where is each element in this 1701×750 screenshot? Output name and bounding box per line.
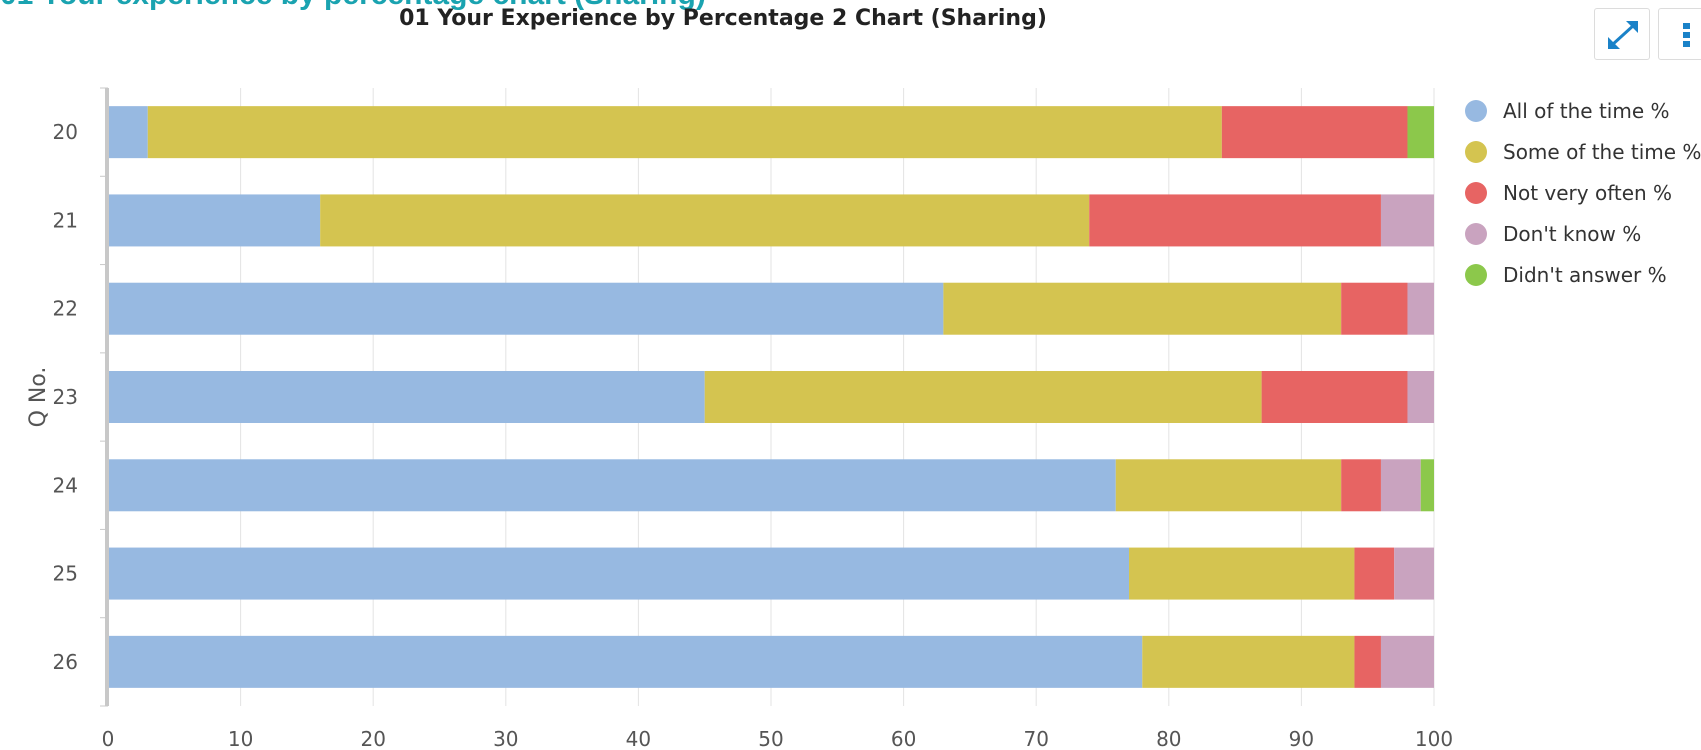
y-tick-label: 25 [53,562,78,586]
bar-segment[interactable] [1341,459,1381,512]
legend-item-label[interactable]: Some of the time % [1503,140,1701,164]
legend-item-label[interactable]: All of the time % [1503,99,1670,123]
axis-layer: 0 10 20 30 40 50 60 70 80 90 100 20 21 22 23 24 25 26 Q No… [26,87,1453,750]
legend-item-label[interactable]: Don't know % [1503,222,1641,246]
x-tick-label: 40 [626,727,651,750]
bar-segment[interactable] [1341,282,1408,335]
bar-segment[interactable] [1380,194,1434,247]
x-tick-label: 10 [228,727,253,750]
bar-segment[interactable] [108,459,1116,512]
bar-segment[interactable] [1407,282,1434,335]
y-tick-label: 21 [53,208,78,232]
bar-segment[interactable] [108,371,705,423]
bar-segment[interactable] [1354,635,1381,688]
x-tick-label: 60 [891,727,916,750]
x-tick-label: 0 [102,727,115,750]
legend-swatch [1465,264,1487,286]
bar-segment[interactable] [1142,635,1355,688]
more-vertical-icon [1683,23,1690,47]
bar-segment[interactable] [1115,459,1342,512]
expand-arrows-icon [1608,21,1638,49]
bar-segment[interactable] [704,371,1262,423]
legend: All of the time % Some of the time % Not v… [1465,99,1701,287]
bar-segment[interactable] [1380,459,1421,512]
legend-swatch [1465,182,1487,204]
legend-item-label[interactable]: Didn't answer % [1503,263,1667,287]
bar-segment[interactable] [108,106,148,159]
page-heading: 01 Your experience by percentage chart (… [0,0,706,12]
bar-segment[interactable] [1261,371,1408,423]
y-tick-label: 24 [53,473,78,497]
y-tick-label: 23 [53,385,78,409]
bar-segment[interactable] [1394,547,1434,600]
bar-segment[interactable] [1407,371,1434,423]
chart-title: 01 Your Experience by Percentage 2 Chart… [399,6,1047,31]
bar-segment[interactable] [1129,547,1355,600]
bar-segment[interactable] [108,282,944,335]
legend-item-label[interactable]: Not very often % [1503,181,1672,205]
more-options-button[interactable] [1658,8,1701,60]
x-tick-label: 20 [360,727,385,750]
bar-segment[interactable] [1354,547,1395,600]
x-tick-label: 90 [1289,727,1314,750]
legend-swatch [1465,141,1487,163]
bar-segment[interactable] [108,194,321,247]
x-tick-label: 100 [1415,727,1453,750]
y-tick-label: 22 [53,297,78,321]
y-tick-label: 20 [53,120,78,144]
legend-swatch [1465,223,1487,245]
bar-segment[interactable] [943,282,1342,335]
x-tick-label: 70 [1023,727,1048,750]
bar-segment[interactable] [1407,106,1434,159]
bar-segment[interactable] [1420,459,1434,512]
bar-segment[interactable] [1380,635,1434,688]
bar-segment[interactable] [108,547,1130,600]
bars-layer [108,106,1434,688]
bar-segment[interactable] [1089,194,1381,247]
y-axis-label: Q No. [26,367,51,428]
bar-segment[interactable] [1221,106,1408,159]
y-tick-label: 26 [53,650,78,674]
x-tick-label: 50 [758,727,783,750]
bar-segment[interactable] [320,194,1090,247]
expand-button[interactable] [1594,8,1650,60]
bar-segment[interactable] [108,635,1143,688]
x-tick-label: 30 [493,727,518,750]
bar-segment[interactable] [147,106,1222,159]
legend-swatch [1465,100,1487,122]
x-tick-label: 80 [1156,727,1181,750]
